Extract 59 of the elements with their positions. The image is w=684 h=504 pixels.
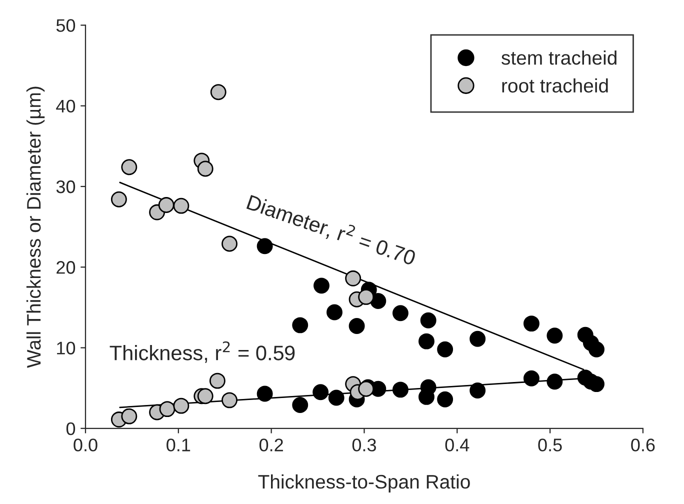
point: [256, 238, 273, 254]
x-tick-label: 0.1: [166, 438, 190, 452]
x-tick-label: 0.0: [74, 438, 98, 452]
point: [370, 293, 386, 309]
y-tick-label: 10: [57, 342, 76, 354]
point: [348, 318, 365, 334]
point: [222, 392, 238, 408]
point: [328, 390, 344, 406]
point: [312, 384, 329, 400]
x-tick-label: 0.5: [538, 438, 562, 452]
point: [110, 191, 127, 208]
point: [437, 341, 454, 358]
point: [256, 386, 273, 402]
legend-label: root tracheid: [502, 78, 608, 93]
point: [173, 398, 190, 414]
y-tick-label: 0: [66, 422, 76, 436]
point: [209, 372, 226, 389]
point: [345, 270, 362, 286]
point: [588, 376, 604, 392]
point: [314, 278, 330, 294]
x-axis-title: Thickness-to-Span Ratio: [258, 474, 470, 493]
point: [418, 333, 434, 350]
point: [523, 316, 540, 332]
point: [546, 328, 563, 344]
x-tick-label: 0.3: [352, 438, 376, 452]
y-tick-label: 30: [56, 180, 76, 194]
y-tick-label: 50: [56, 19, 76, 32]
point: [523, 370, 540, 386]
point: [546, 374, 563, 390]
x-tick-label: 0.2: [259, 438, 283, 452]
point: [588, 341, 604, 358]
legend-label: stem tracheid: [502, 50, 616, 65]
point: [392, 382, 408, 398]
point: [159, 401, 176, 418]
point: [173, 198, 190, 214]
annotation: Diameter, r$^{2}$ = 0.70: [246, 190, 418, 268]
y-tick-label: 40: [56, 100, 76, 113]
point: [437, 391, 454, 408]
point: [158, 197, 174, 214]
point: [418, 388, 434, 405]
point: [121, 159, 138, 176]
annotation: Thickness, r$^{2}$ = 0.59: [110, 341, 295, 363]
point: [210, 84, 226, 100]
point: [121, 408, 138, 424]
point: [470, 330, 486, 347]
point: [358, 288, 374, 305]
x-tick-label: 0.4: [445, 438, 470, 452]
point: [470, 382, 486, 398]
y-axis-title: Wall Thickness or Diameter (µm): [26, 86, 45, 368]
point: [197, 388, 214, 404]
point: [197, 160, 214, 177]
point: [292, 397, 308, 413]
point: [292, 317, 308, 334]
point: [392, 305, 408, 322]
point: [326, 304, 342, 320]
point: [222, 236, 238, 252]
point: [420, 312, 436, 328]
x-tick-label: 0.6: [631, 438, 655, 452]
y-tick-label: 20: [56, 261, 76, 274]
